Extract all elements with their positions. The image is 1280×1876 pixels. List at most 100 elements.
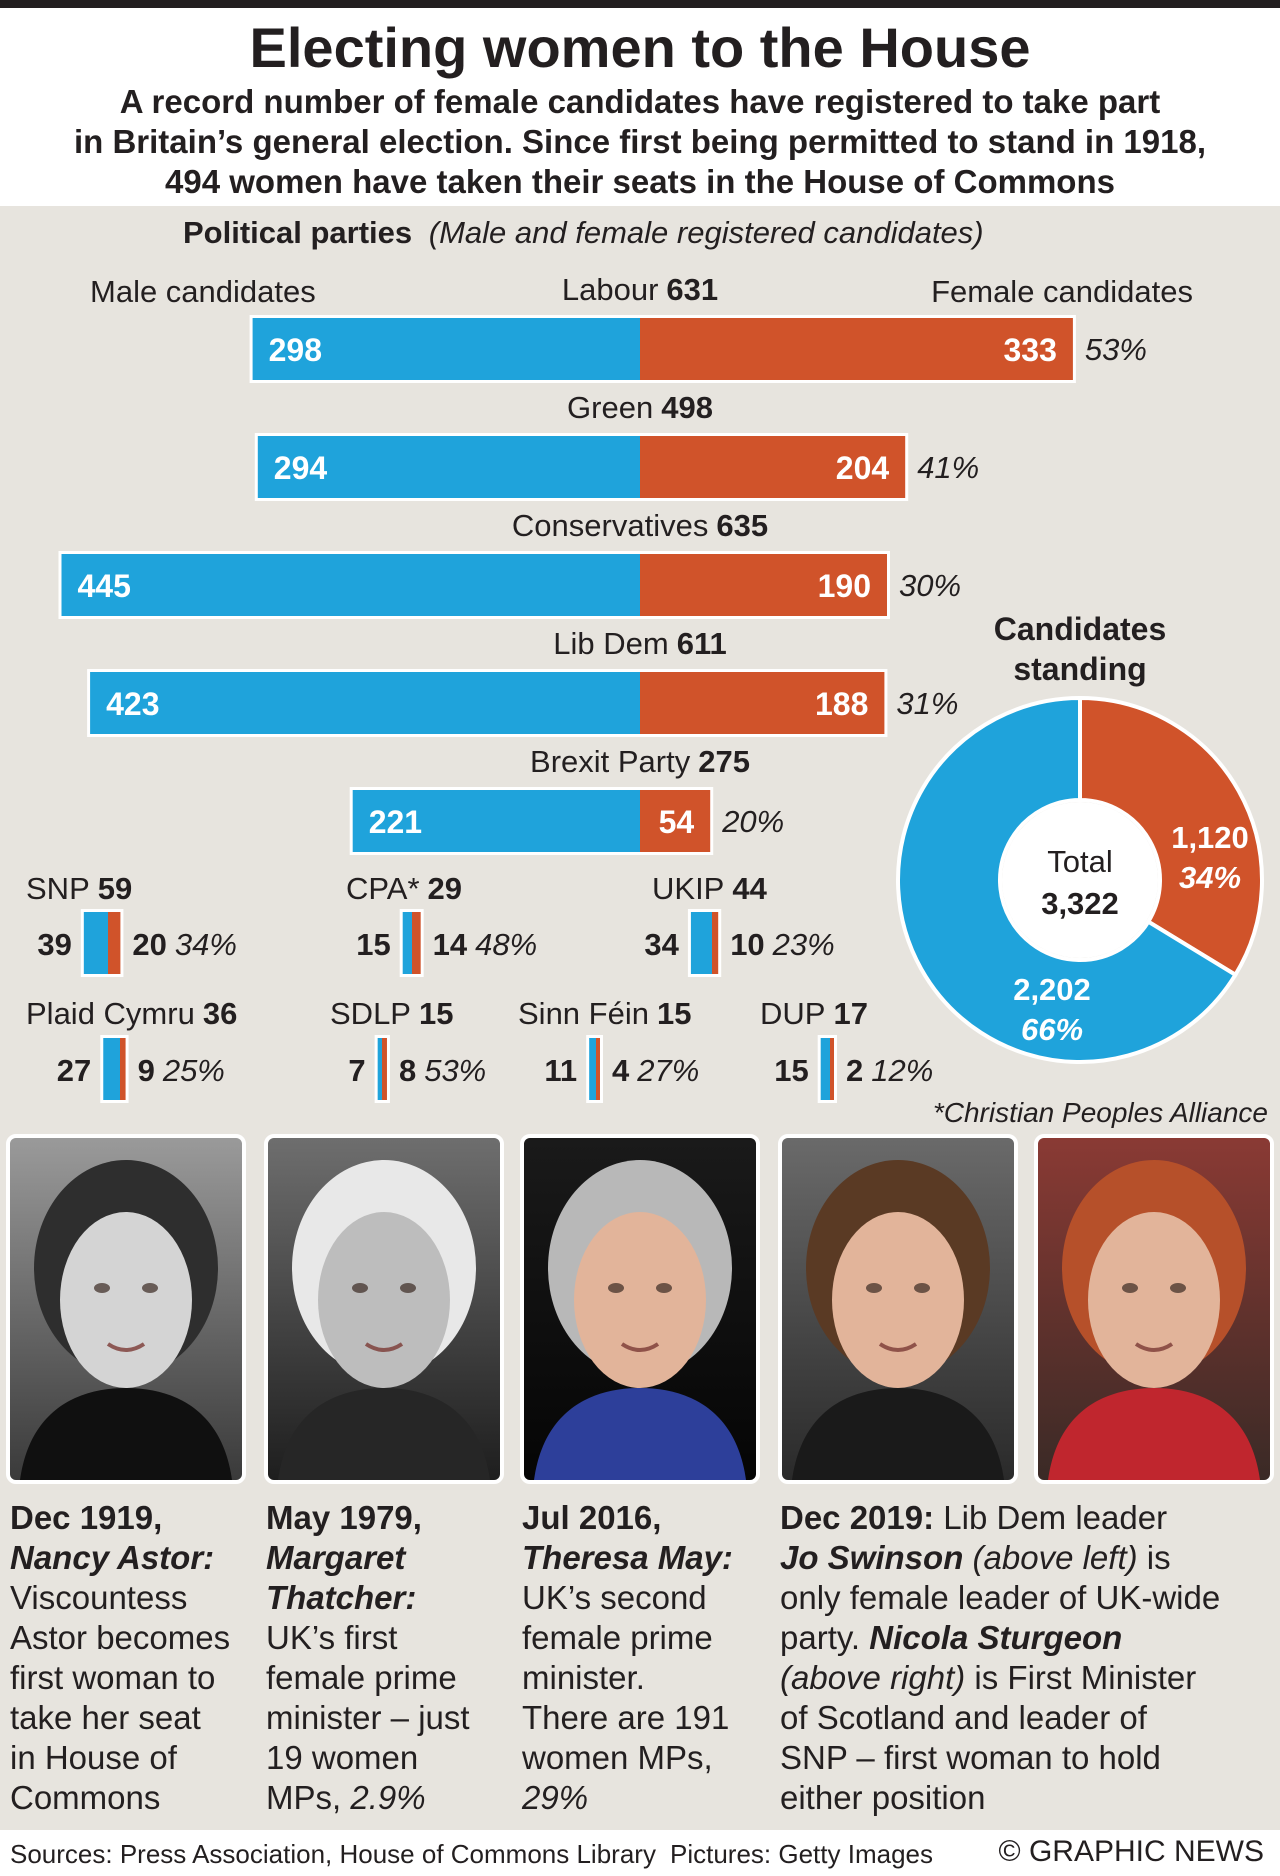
male-value: 298 xyxy=(269,332,322,368)
male-value: 423 xyxy=(106,686,159,722)
caption-line: UK’s first xyxy=(266,1619,398,1656)
male-value: 39 xyxy=(37,927,71,962)
caption-aside: (above right) xyxy=(780,1659,966,1696)
small-party-label: DUP 17 xyxy=(760,996,868,1031)
male-bar xyxy=(820,1038,830,1100)
female-value: 9 xyxy=(138,1053,155,1088)
party-name: DUP xyxy=(760,996,825,1031)
caption-line: first woman to xyxy=(10,1659,216,1696)
party-total: 275 xyxy=(698,744,750,779)
caption-name: Jo Swinson xyxy=(780,1539,964,1576)
male-value: 7 xyxy=(348,1053,365,1088)
caption-line: Astor becomes xyxy=(10,1619,231,1656)
female-value-and-pct: 8 53% xyxy=(399,1053,486,1088)
caption-line: Commons xyxy=(10,1779,161,1816)
male-bar xyxy=(377,1038,382,1100)
female-value: 10 xyxy=(730,927,764,962)
male-value: 294 xyxy=(274,450,328,486)
party-total: 17 xyxy=(833,996,867,1031)
caption-line: MPs, xyxy=(266,1779,351,1816)
male-bar xyxy=(252,318,640,380)
caption-line: of Scotland and leader of xyxy=(780,1699,1147,1736)
female-slice-value: 1,120 xyxy=(1171,820,1249,855)
female-value-and-pct: 2 12% xyxy=(846,1053,933,1088)
subtitle-line: A record number of female candidates hav… xyxy=(119,83,1161,120)
caption-name: Nicola Sturgeon xyxy=(869,1619,1123,1656)
female-bar xyxy=(596,1038,600,1100)
party-name: SNP xyxy=(26,871,90,906)
donut-center-label: Total xyxy=(1047,844,1112,879)
party-label: Conservatives 635 xyxy=(512,508,768,543)
party-name: Conservatives xyxy=(512,508,708,543)
female-value: 8 xyxy=(399,1053,416,1088)
female-value-and-pct: 10 23% xyxy=(730,927,835,962)
female-value: 333 xyxy=(1004,332,1057,368)
female-bar xyxy=(712,912,719,974)
caption-aside: (above left) xyxy=(963,1539,1138,1576)
portrait-nicola-sturgeon-icon xyxy=(1038,1138,1270,1480)
male-value: 445 xyxy=(78,568,131,604)
male-slice-value: 2,202 xyxy=(1013,972,1091,1007)
party-name: Green xyxy=(567,390,653,425)
portrait-nancy-astor-icon xyxy=(10,1138,242,1480)
female-value-and-pct: 4 27% xyxy=(612,1053,699,1088)
caption-name: Theresa May: xyxy=(522,1539,733,1576)
small-party-label: UKIP 44 xyxy=(652,871,768,906)
caption-line: is First Minister xyxy=(965,1659,1197,1696)
female-pct: 31% xyxy=(896,686,958,721)
photo-nicola-sturgeon xyxy=(1034,1134,1274,1484)
donut-hole xyxy=(1002,802,1158,958)
chart-title: Political parties xyxy=(183,215,412,250)
female-pct: 48% xyxy=(475,927,537,962)
party-total: 631 xyxy=(666,272,718,307)
major-party-bars: Labour 631 298 333 53% Green 498 294 204 41% Conse… xyxy=(58,272,1147,855)
female-value: 14 xyxy=(433,927,468,962)
party-label: Lib Dem 611 xyxy=(553,626,726,661)
portrait-jo-swinson-icon xyxy=(782,1138,1014,1480)
male-bar xyxy=(83,912,108,974)
caption-date: Dec 2019: xyxy=(780,1499,935,1536)
portrait-margaret-thatcher-icon xyxy=(268,1138,500,1480)
male-value: 27 xyxy=(57,1053,91,1088)
photo-nancy-astor xyxy=(6,1134,246,1484)
donut-chart: Total 3,322 1,120 34% 2,202 66% xyxy=(896,695,1264,1064)
male-bar xyxy=(61,554,640,616)
small-party-label: SDLP 15 xyxy=(330,996,453,1031)
male-bar xyxy=(690,912,712,974)
female-slice-pct: 34% xyxy=(1179,860,1241,895)
caption-line: minister – just xyxy=(266,1699,470,1736)
female-pct: 27% xyxy=(636,1053,699,1088)
party-name: SDLP xyxy=(330,996,411,1031)
top-rule xyxy=(0,0,1280,8)
pictures-credit: Pictures: Getty Images xyxy=(670,1839,933,1869)
donut-center-value: 3,322 xyxy=(1041,886,1119,921)
chart-area: Political parties (Male and female regis… xyxy=(26,215,1268,1128)
party-total: 611 xyxy=(677,626,727,661)
party-name: CPA* xyxy=(346,871,420,906)
party-total: 59 xyxy=(98,871,132,906)
party-name: Lib Dem xyxy=(553,626,668,661)
caption-astor: Dec 1919, Nancy Astor: Viscountess Astor… xyxy=(10,1498,250,1818)
party-name: Labour xyxy=(562,272,659,307)
caption-line: Viscountess xyxy=(10,1579,188,1616)
page-subtitle: A record number of female candidates hav… xyxy=(0,82,1280,202)
donut-title-line: standing xyxy=(1013,651,1146,687)
female-pct: 41% xyxy=(917,450,979,485)
party-name: Sinn Féin xyxy=(518,996,649,1031)
female-bar xyxy=(640,436,906,498)
female-pct: 12% xyxy=(871,1053,933,1088)
caption-swinson-sturgeon: Dec 2019: Lib Dem leader Jo Swinson (abo… xyxy=(780,1498,1260,1818)
donut-slice-male xyxy=(896,695,1239,1064)
photo-theresa-may xyxy=(520,1134,760,1484)
party-total: 635 xyxy=(716,508,768,543)
chart-heading: Political parties (Male and female regis… xyxy=(183,215,984,250)
party-label: Green 498 xyxy=(567,390,713,425)
chart-subtitle: (Male and female registered candidates) xyxy=(429,215,984,250)
caption-line: women MPs, xyxy=(522,1739,713,1776)
sources-text: Sources: Press Association, House of Com… xyxy=(10,1839,656,1869)
male-bar xyxy=(402,912,412,974)
female-bar xyxy=(108,912,121,974)
female-value: 188 xyxy=(815,686,868,722)
female-pct: 53% xyxy=(1085,332,1147,367)
